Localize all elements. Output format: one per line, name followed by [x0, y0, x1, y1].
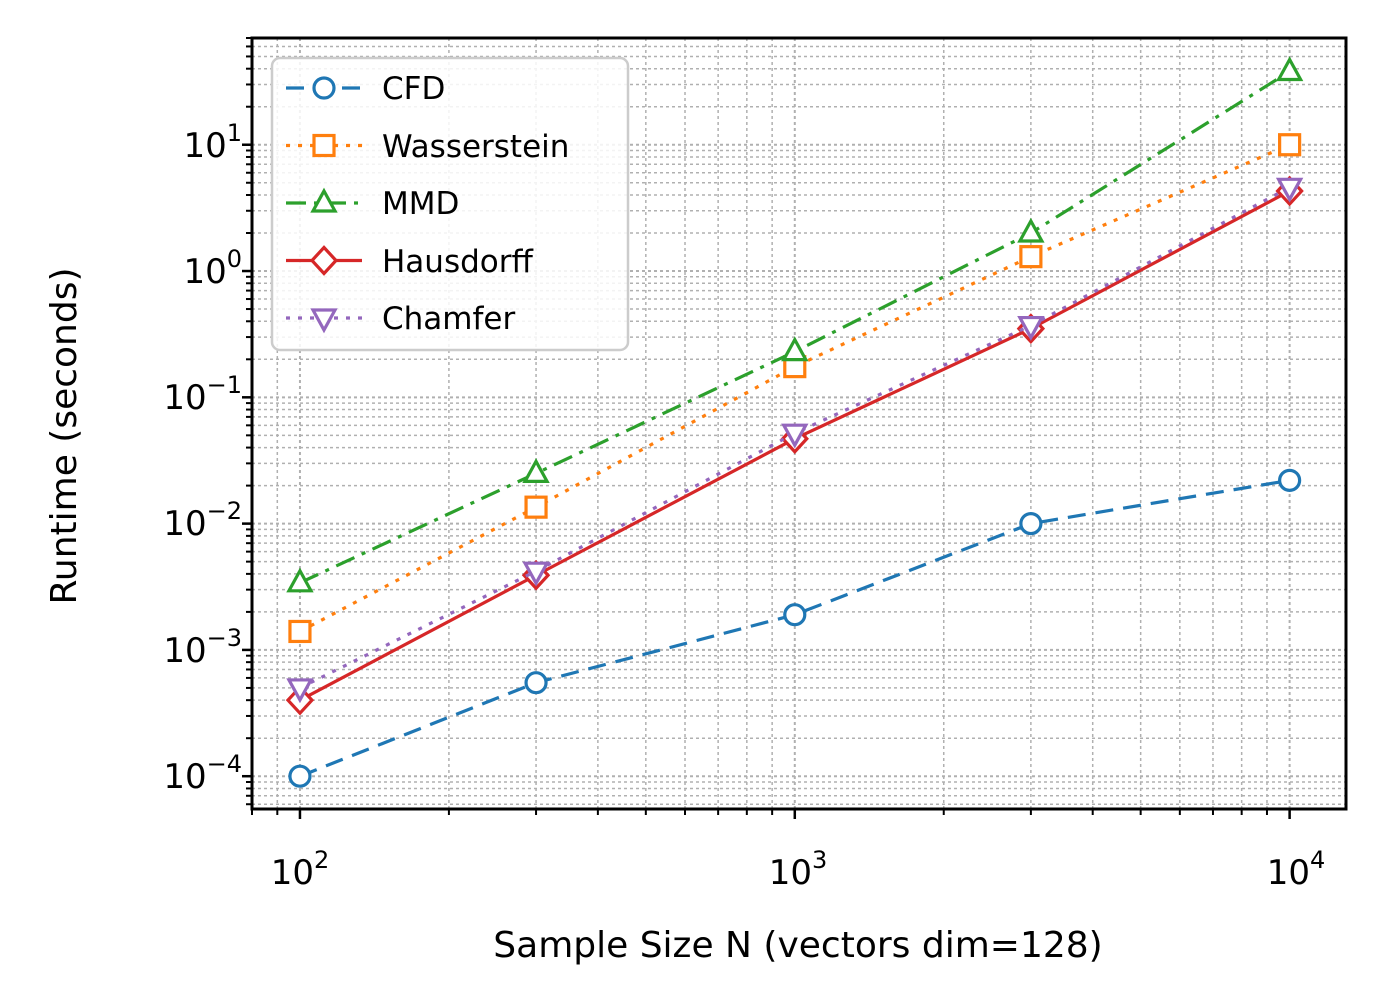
data-point-wasserstein [288, 619, 312, 644]
x-axis-label: Sample Size N (vectors dim=128) [493, 925, 1102, 966]
plot-frame [250, 36, 1348, 811]
y-tick-label: 10−1 [163, 371, 242, 418]
data-point-mmd [286, 567, 314, 593]
data-point-chamfer [286, 678, 314, 704]
y-tick-label: 100 [183, 245, 242, 292]
x-tick-label: 102 [271, 846, 330, 893]
x-tick-labels: 102 103 104 [271, 846, 1326, 893]
data-point-chamfer [1017, 315, 1045, 341]
data-point-cfd [1019, 512, 1043, 536]
y-axis-label: Runtime (seconds) [44, 267, 85, 604]
data-point-cfd [524, 671, 548, 695]
data-point-wasserstein [524, 495, 548, 519]
legend-label-hausdorff: Hausdorff [382, 244, 533, 280]
data-point-wasserstein [1278, 133, 1302, 157]
legend-marker-chamfer [310, 308, 338, 334]
legend-label-mmd: MMD [382, 186, 459, 222]
legend-box [270, 56, 630, 352]
legend-marker-wasserstein [312, 133, 336, 158]
data-point-mmd [1017, 217, 1045, 243]
legend-label-cfd: CFD [382, 71, 445, 107]
y-tick-label: 10−3 [163, 624, 242, 671]
data-point-chamfer [781, 423, 809, 449]
y-tick-label: 101 [183, 119, 242, 166]
x-tick-label: 103 [769, 846, 828, 893]
y-tick-label: 10−2 [163, 497, 242, 544]
y-tick-label: 10−4 [163, 750, 242, 797]
data-point-chamfer [522, 561, 550, 587]
legend-marker-mmd [310, 187, 338, 213]
legend: CFD Wasserstein MMD Hausdorff Chamfer [270, 56, 630, 352]
legend-samples [286, 76, 362, 334]
y-tick-labels: 10−4 10−3 10−2 10−1 100 101 [163, 119, 242, 797]
data-point-mmd [1275, 56, 1304, 82]
series-line-wasserstein [299, 143, 1291, 633]
series-line-mmd [299, 70, 1291, 585]
data-point-chamfer [1275, 177, 1304, 203]
series-layer [285, 56, 1304, 788]
data-point-mmd [522, 458, 550, 483]
data-point-cfd [1278, 468, 1302, 492]
major-ticks [242, 143, 1291, 819]
legend-label-chamfer: Chamfer [382, 301, 515, 337]
x-tick-label: 104 [1267, 846, 1326, 893]
legend-marker-cfd [312, 76, 336, 100]
series-line-chamfer [299, 185, 1291, 690]
data-point-mmd [781, 336, 809, 362]
data-point-cfd [288, 764, 312, 788]
legend-marker-hausdorff [309, 245, 339, 276]
data-point-cfd [783, 603, 807, 627]
legend-label-wasserstein: Wasserstein [382, 129, 569, 165]
data-point-wasserstein [1019, 245, 1043, 269]
